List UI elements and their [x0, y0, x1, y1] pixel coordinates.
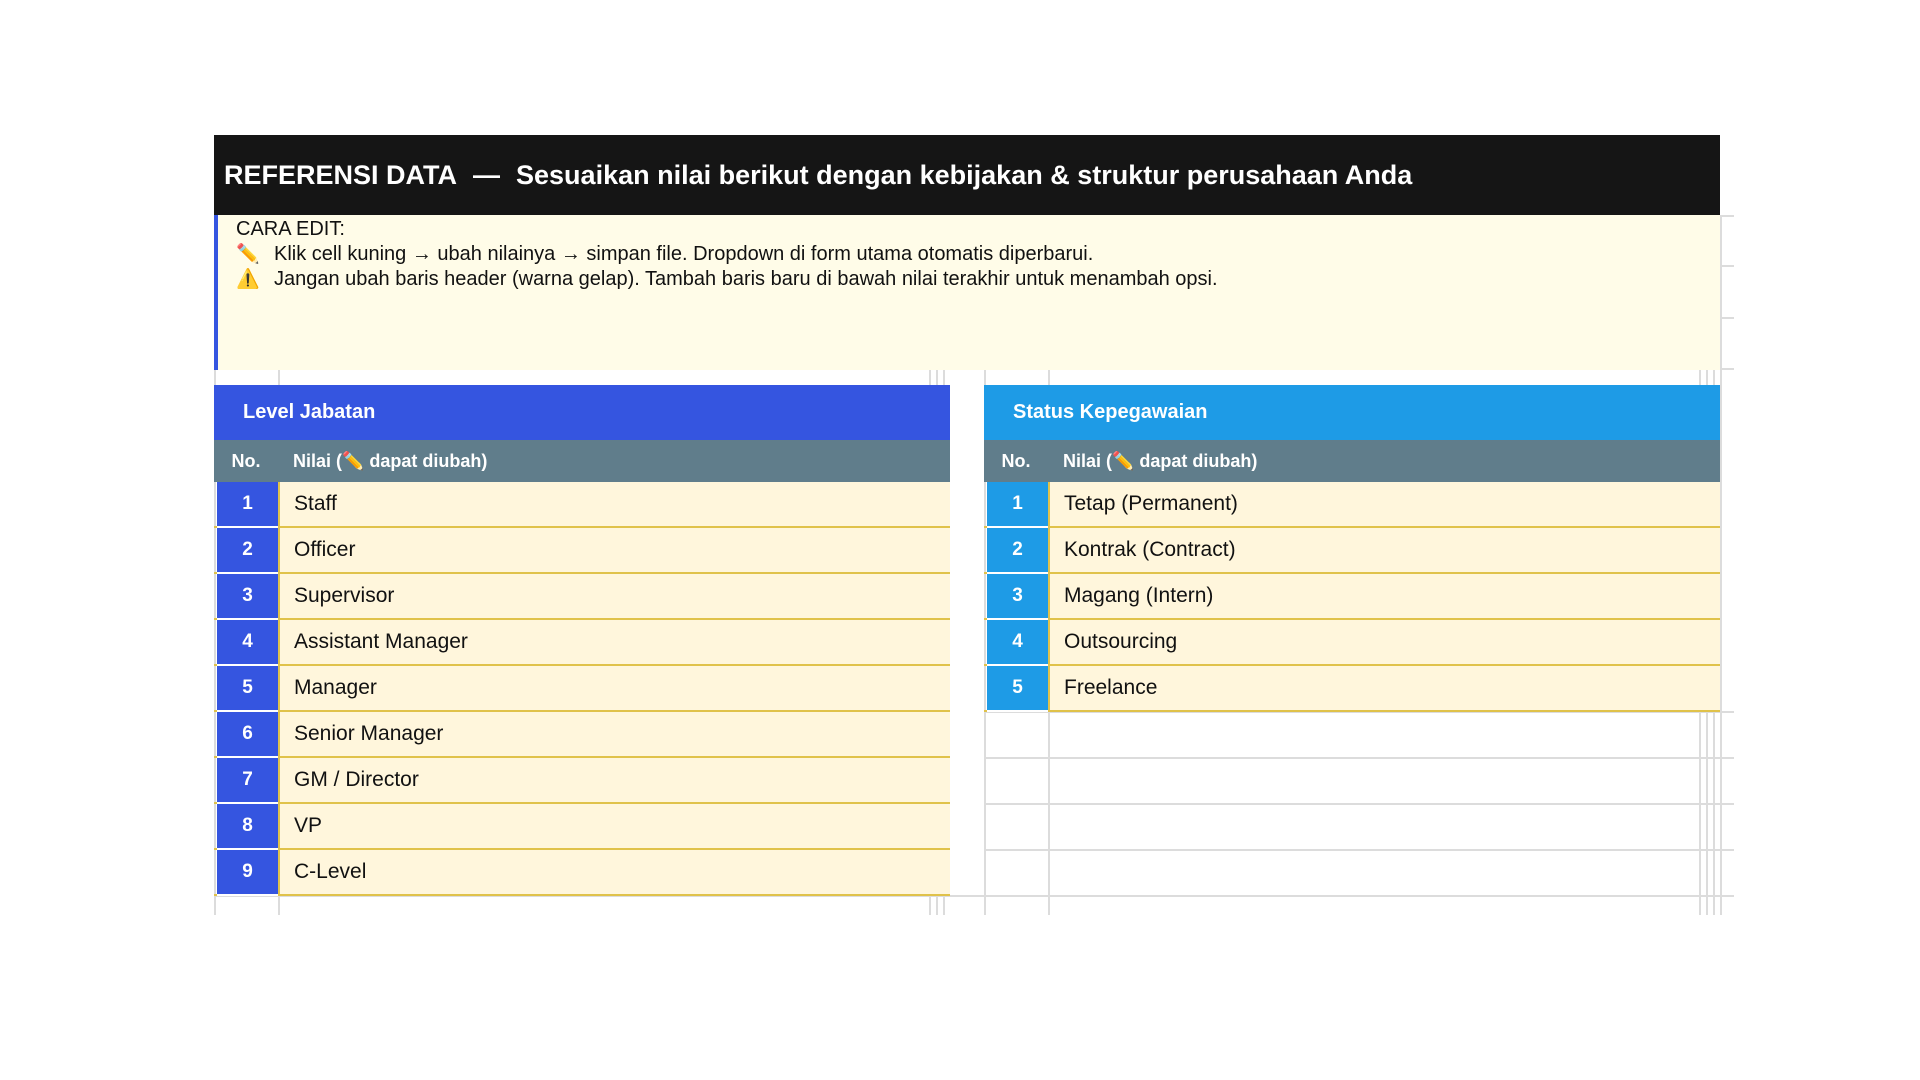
- editable-value-cell[interactable]: Officer: [278, 528, 950, 572]
- row-number[interactable]: 4: [987, 620, 1048, 666]
- table-row: 1 Tetap (Permanent): [984, 482, 1720, 528]
- row-number[interactable]: 9: [217, 850, 278, 896]
- row-number[interactable]: 3: [217, 574, 278, 620]
- row-number[interactable]: 3: [987, 574, 1048, 620]
- note-line-warning: ⚠️ Jangan ubah baris header (warna gelap…: [236, 267, 1720, 292]
- editable-value-cell[interactable]: Manager: [278, 666, 950, 710]
- grid-line: [984, 757, 1734, 759]
- editable-value-cell[interactable]: Assistant Manager: [278, 620, 950, 664]
- table-row: 2 Officer: [214, 528, 950, 574]
- grid-line: [1720, 215, 1734, 217]
- grid-line: [1720, 265, 1734, 267]
- row-number[interactable]: 7: [217, 758, 278, 804]
- editable-value-cell[interactable]: Senior Manager: [278, 712, 950, 756]
- column-header-value[interactable]: Nilai (✏️ dapat diubah): [293, 450, 488, 471]
- table-row: 2 Kontrak (Contract): [984, 528, 1720, 574]
- note-line-edit: ✏️ Klik cell kuning → ubah nilainya → si…: [236, 242, 1720, 267]
- editable-value-cell[interactable]: Tetap (Permanent): [1048, 482, 1720, 526]
- editable-value-cell[interactable]: C-Level: [278, 850, 950, 894]
- row-number[interactable]: 1: [987, 482, 1048, 528]
- column-header-no[interactable]: No.: [1001, 450, 1031, 471]
- editable-value-cell[interactable]: Outsourcing: [1048, 620, 1720, 664]
- table-row: 6 Senior Manager: [214, 712, 950, 758]
- grid-line: [984, 849, 1734, 851]
- table-row: 4 Outsourcing: [984, 620, 1720, 666]
- spreadsheet: REFERENSI DATA — Sesuaikan nilai berikut…: [214, 135, 1734, 915]
- level-jabatan-table: Level Jabatan No. Nilai (✏️ dapat diubah…: [214, 385, 950, 896]
- editable-value-cell[interactable]: Kontrak (Contract): [1048, 528, 1720, 572]
- table-row: 9 C-Level: [214, 850, 950, 896]
- column-header-value[interactable]: Nilai (✏️ dapat diubah): [1063, 450, 1258, 471]
- grid-line: [214, 895, 1734, 897]
- editable-value-cell[interactable]: Staff: [278, 482, 950, 526]
- grid-line: [214, 370, 216, 915]
- title-dash: —: [473, 159, 501, 190]
- title-subtitle: Sesuaikan nilai berikut dengan kebijakan…: [516, 159, 1413, 190]
- table-row: 3 Magang (Intern): [984, 574, 1720, 620]
- title-bar[interactable]: REFERENSI DATA — Sesuaikan nilai berikut…: [214, 135, 1720, 215]
- note-text-warning: Jangan ubah baris header (warna gelap). …: [274, 268, 1218, 290]
- row-number[interactable]: 1: [217, 482, 278, 528]
- instruction-note[interactable]: CARA EDIT: ✏️ Klik cell kuning → ubah ni…: [214, 215, 1720, 370]
- row-number[interactable]: 6: [217, 712, 278, 758]
- column-header-row: No. Nilai (✏️ dapat diubah): [214, 440, 950, 482]
- table-row: 5 Manager: [214, 666, 950, 712]
- column-header-no[interactable]: No.: [231, 450, 261, 471]
- table-row: 3 Supervisor: [214, 574, 950, 620]
- grid-line: [984, 711, 1734, 713]
- row-number[interactable]: 2: [217, 528, 278, 574]
- column-header-row: No. Nilai (✏️ dapat diubah): [984, 440, 1720, 482]
- warning-icon: ⚠️: [236, 269, 260, 290]
- editable-value-cell[interactable]: Magang (Intern): [1048, 574, 1720, 618]
- row-number[interactable]: 2: [987, 528, 1048, 574]
- title-main: REFERENSI DATA: [224, 159, 458, 190]
- table-row: 7 GM / Director: [214, 758, 950, 804]
- pencil-icon: ✏️: [236, 244, 260, 265]
- table-title[interactable]: Level Jabatan: [214, 385, 950, 440]
- grid-line: [1720, 368, 1734, 370]
- grid-line: [1720, 317, 1734, 319]
- table-row: 8 VP: [214, 804, 950, 850]
- note-text-edit: Klik cell kuning → ubah nilainya → simpa…: [274, 243, 1094, 265]
- grid-line: [984, 370, 986, 915]
- editable-value-cell[interactable]: Freelance: [1048, 666, 1720, 710]
- editable-value-cell[interactable]: GM / Director: [278, 758, 950, 802]
- note-heading: CARA EDIT:: [236, 218, 345, 240]
- row-number[interactable]: 4: [217, 620, 278, 666]
- row-number[interactable]: 5: [217, 666, 278, 712]
- table-row: 4 Assistant Manager: [214, 620, 950, 666]
- grid-line: [1720, 215, 1722, 915]
- grid-line: [984, 803, 1734, 805]
- row-number[interactable]: 5: [987, 666, 1048, 712]
- status-kepegawaian-table: Status Kepegawaian No. Nilai (✏️ dapat d…: [984, 385, 1720, 712]
- table-row: 5 Freelance: [984, 666, 1720, 712]
- table-title[interactable]: Status Kepegawaian: [984, 385, 1720, 440]
- editable-value-cell[interactable]: Supervisor: [278, 574, 950, 618]
- editable-value-cell[interactable]: VP: [278, 804, 950, 848]
- table-row: 1 Staff: [214, 482, 950, 528]
- row-number[interactable]: 8: [217, 804, 278, 850]
